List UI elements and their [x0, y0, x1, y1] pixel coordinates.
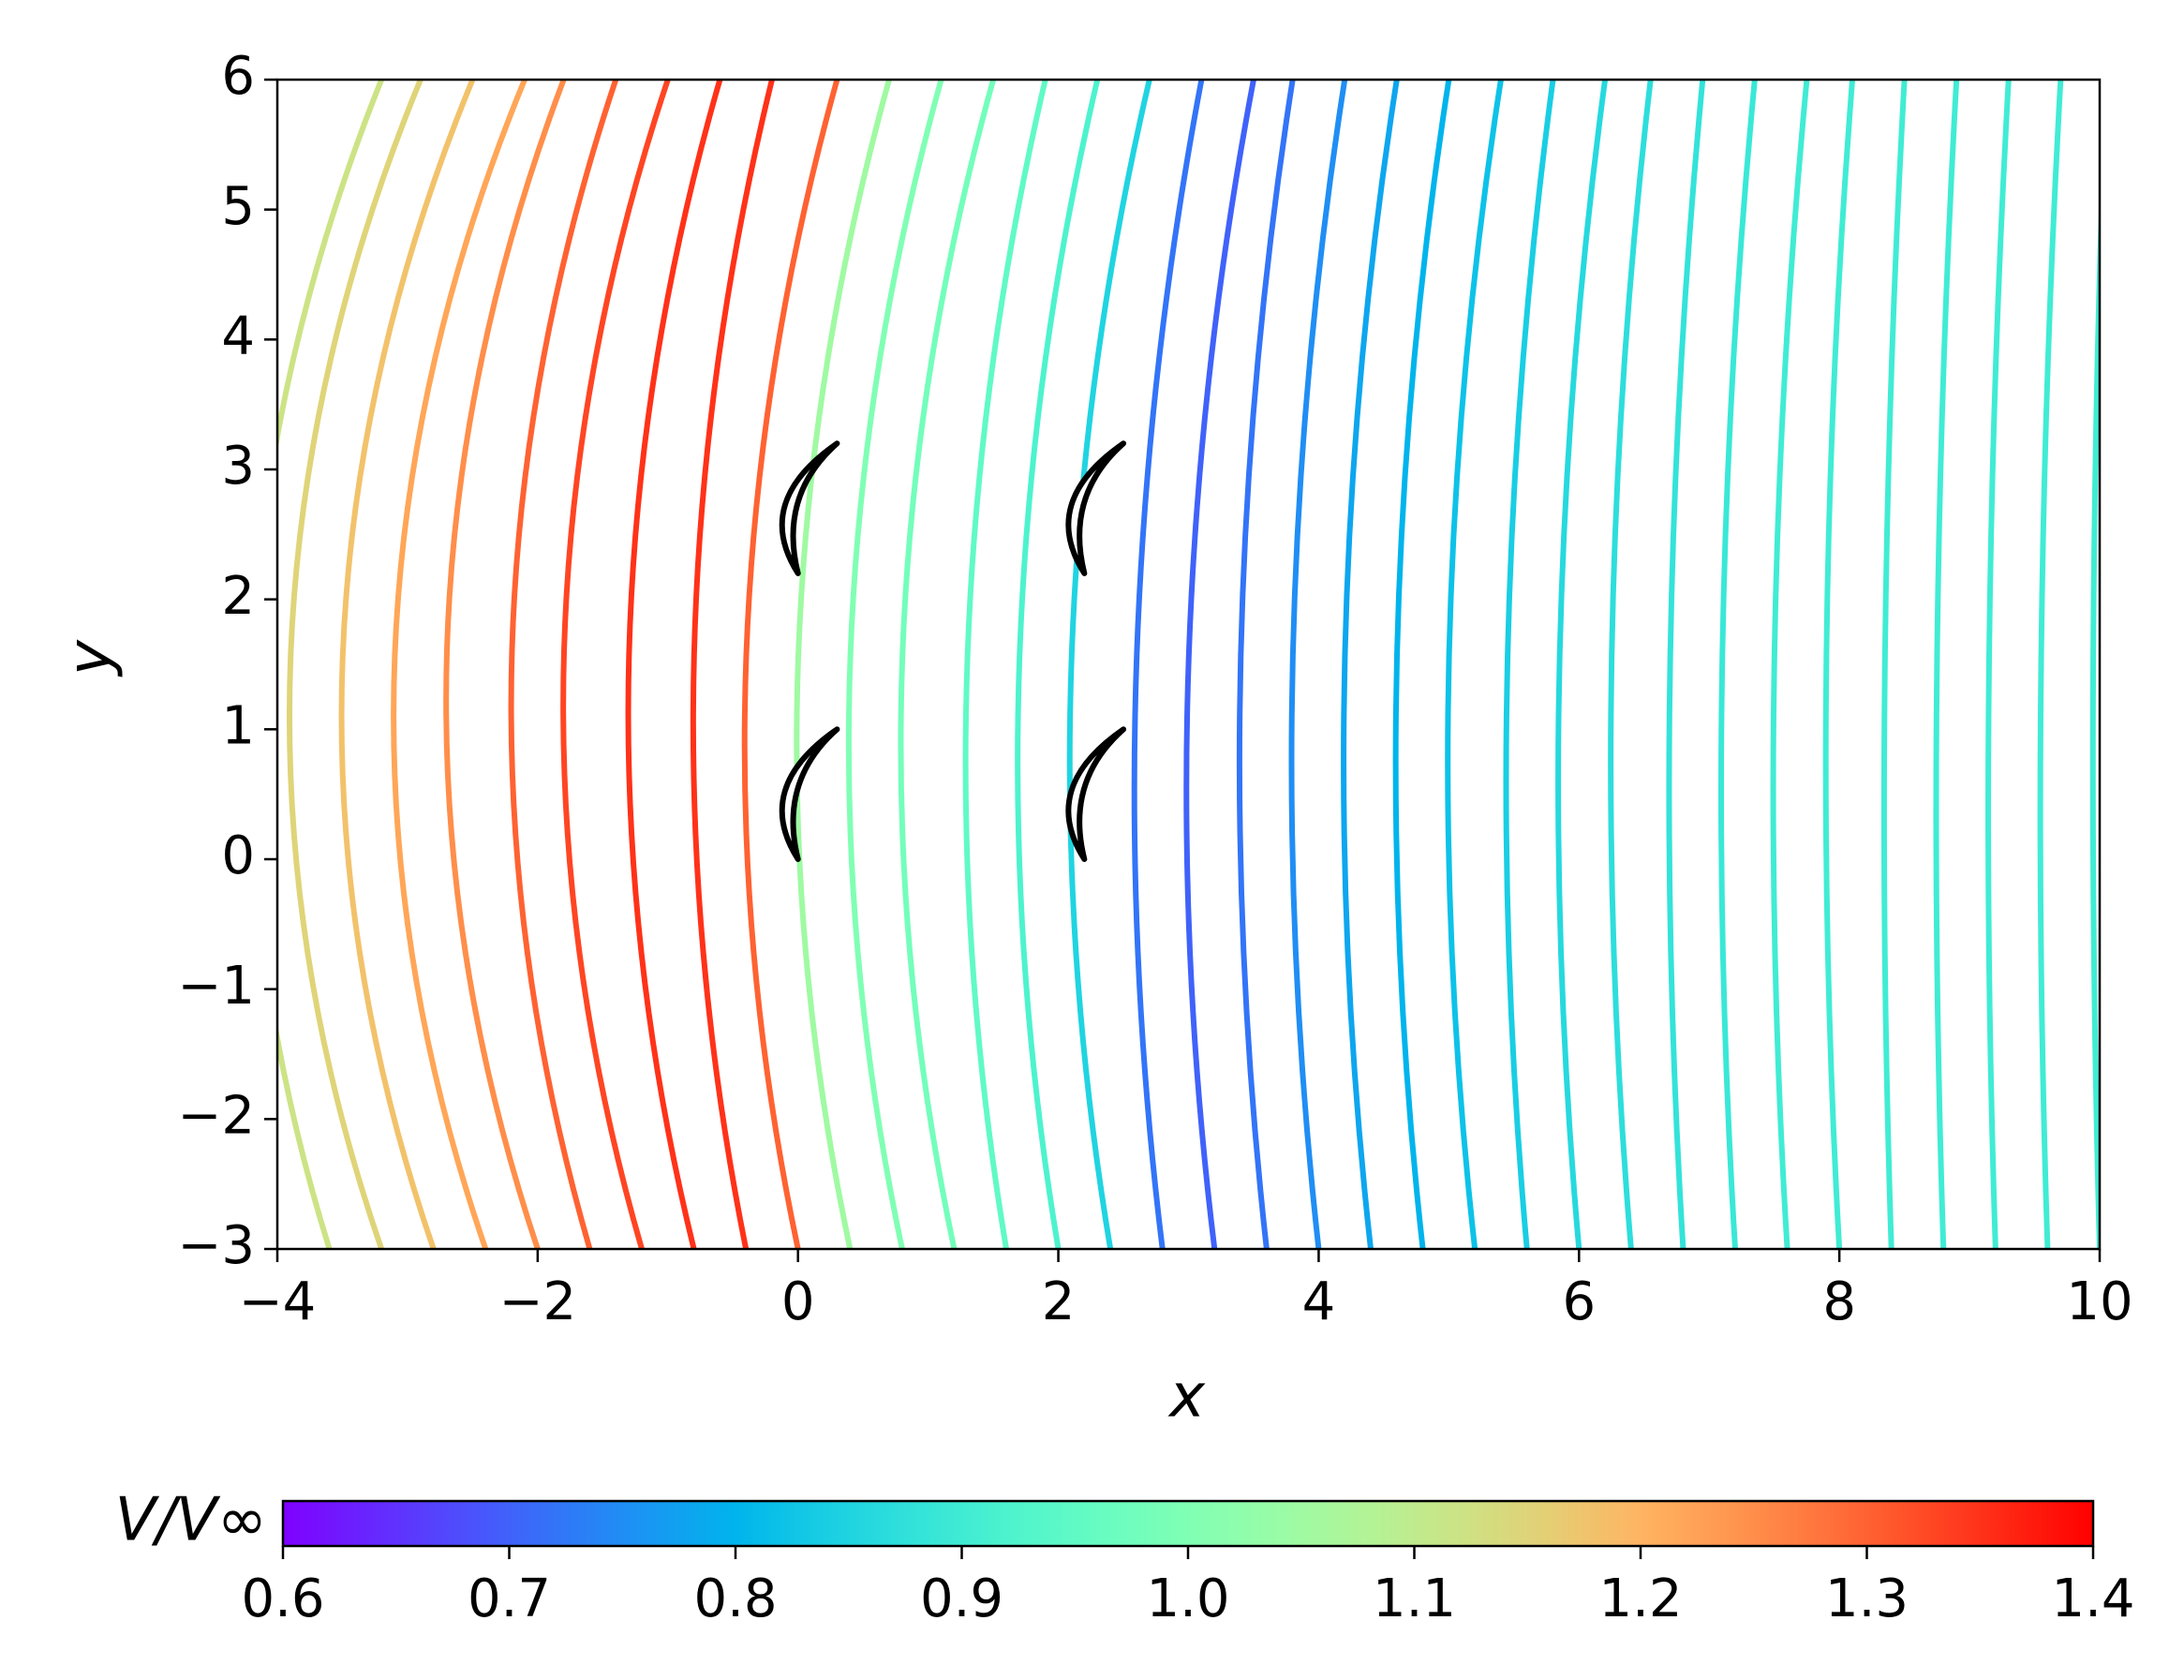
x-tick-label: 10 [2066, 1271, 2132, 1332]
y-tick-label: 2 [221, 566, 255, 627]
colorbar-label: V/V∞ [115, 1486, 267, 1555]
colorbar-tick-label: 0.7 [468, 1568, 551, 1629]
streamline [277, 80, 385, 1249]
x-tick-label: 6 [1562, 1271, 1596, 1332]
streamline [508, 80, 619, 1249]
y-tick-label: 6 [221, 46, 255, 107]
y-tick-label: 3 [221, 436, 255, 497]
streamline [391, 80, 527, 1249]
streamline [1183, 80, 1256, 1249]
y-tick-label: −3 [177, 1215, 255, 1276]
streamline [898, 80, 997, 1249]
blade [1065, 726, 1127, 862]
streamline [962, 80, 1048, 1249]
y-tick-label: 1 [221, 695, 255, 756]
colorbar-tick-label: 0.9 [920, 1568, 1003, 1629]
streamline [1985, 80, 2012, 1249]
streamline [845, 80, 944, 1249]
colorbar-tick-label: 1.1 [1373, 1568, 1456, 1629]
x-tick-label: 0 [781, 1271, 815, 1332]
x-tick-label: 8 [1822, 1271, 1856, 1332]
y-tick-label: 5 [221, 176, 255, 237]
streamline [625, 80, 723, 1249]
y-tick-label: 4 [221, 305, 255, 366]
colorbar-tick-label: 1.2 [1598, 1568, 1682, 1629]
x-tick-label: −2 [499, 1271, 577, 1332]
x-tick-label: 4 [1302, 1271, 1336, 1332]
y-tick-label: −1 [177, 956, 255, 1017]
blade [779, 440, 840, 576]
colorbar-tick-label: 1.3 [1825, 1568, 1909, 1629]
streamline [1770, 80, 1810, 1249]
y-axis-label: y [56, 639, 126, 677]
streamline [1880, 80, 1908, 1249]
streamline [1503, 80, 1556, 1249]
streamline [690, 80, 775, 1249]
x-tick-label: −4 [239, 1271, 317, 1332]
blade [1065, 440, 1127, 576]
streamline [2037, 80, 2064, 1249]
colorbar-tick-label: 0.6 [241, 1568, 324, 1629]
streamline [1392, 80, 1452, 1249]
streamline [338, 80, 476, 1249]
blade [779, 726, 840, 862]
streamline [1341, 80, 1400, 1249]
streamline [1717, 80, 1758, 1249]
streamline [2089, 182, 2100, 1249]
colorbar-tick-label: 1.0 [1146, 1568, 1229, 1629]
streamline [1131, 80, 1205, 1249]
streamline [1608, 80, 1654, 1249]
streamline [1933, 80, 1960, 1249]
y-tick-label: 0 [221, 825, 255, 886]
streamline [1822, 80, 1856, 1249]
plot-area [277, 80, 2100, 1249]
streamline [1066, 80, 1152, 1249]
colorbar-tick-label: 1.4 [2051, 1568, 2134, 1629]
streamline [1445, 80, 1504, 1249]
streamline [443, 80, 567, 1249]
colorbar [283, 1501, 2093, 1546]
streamline [794, 80, 892, 1249]
streamline [1555, 80, 1609, 1249]
colorbar-tick-label: 0.8 [693, 1568, 777, 1629]
streamline [1236, 80, 1296, 1249]
streamline [1666, 80, 1706, 1249]
axes-frame [275, 78, 2102, 1251]
streamline [1015, 80, 1101, 1249]
streamline [286, 80, 423, 1249]
streamline [1288, 80, 1348, 1249]
streamline [741, 80, 840, 1249]
y-tick-label: −2 [177, 1085, 255, 1146]
x-axis-label: x [1167, 1362, 1206, 1432]
x-tick-label: 2 [1042, 1271, 1076, 1332]
streamline [560, 80, 671, 1249]
